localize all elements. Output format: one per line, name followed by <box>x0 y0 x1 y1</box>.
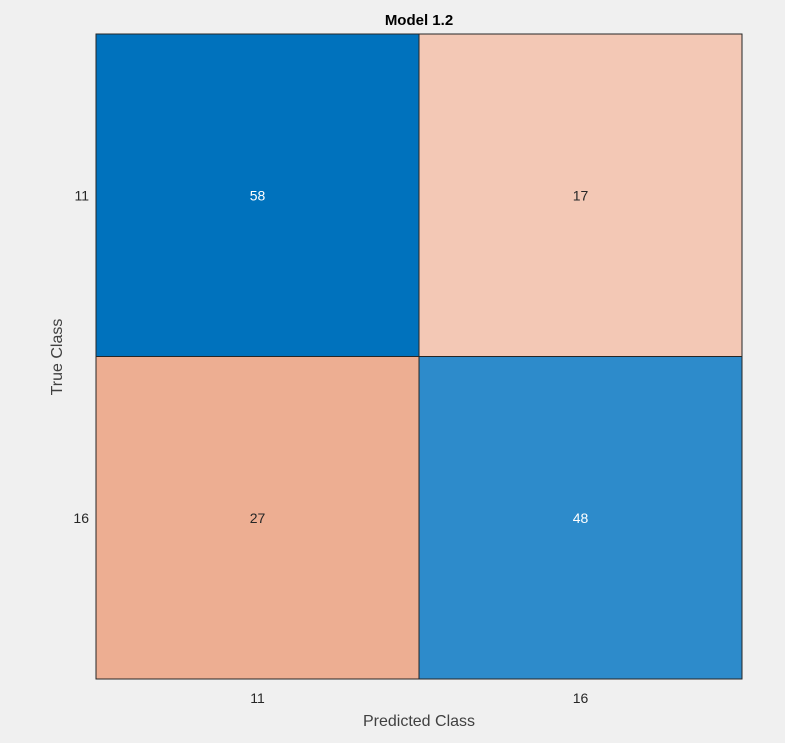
matrix-cell-value: 27 <box>250 510 266 526</box>
y-axis-label: True Class <box>49 319 66 396</box>
matrix-cell-11-11 <box>95 33 420 357</box>
x-axis-ticks: 11 16 <box>250 690 588 706</box>
matrix-cells <box>95 33 743 680</box>
x-tick-label: 11 <box>250 690 265 706</box>
chart-title: Model 1.2 <box>385 12 453 29</box>
matrix-cell-labels: 58 17 27 48 <box>250 187 589 526</box>
x-axis-label: Predicted Class <box>363 713 475 730</box>
matrix-cell-value: 58 <box>250 187 266 203</box>
y-axis-ticks: 11 16 <box>73 187 89 526</box>
y-tick-label: 11 <box>74 187 89 203</box>
matrix-cell-16-11 <box>95 356 420 680</box>
y-tick-label: 16 <box>73 510 89 526</box>
matrix-cell-value: 17 <box>573 187 589 203</box>
matrix-cell-16-16 <box>418 356 743 680</box>
x-tick-label: 16 <box>573 690 589 706</box>
matrix-cell-value: 48 <box>573 510 589 526</box>
matrix-cell-11-16 <box>418 33 743 357</box>
